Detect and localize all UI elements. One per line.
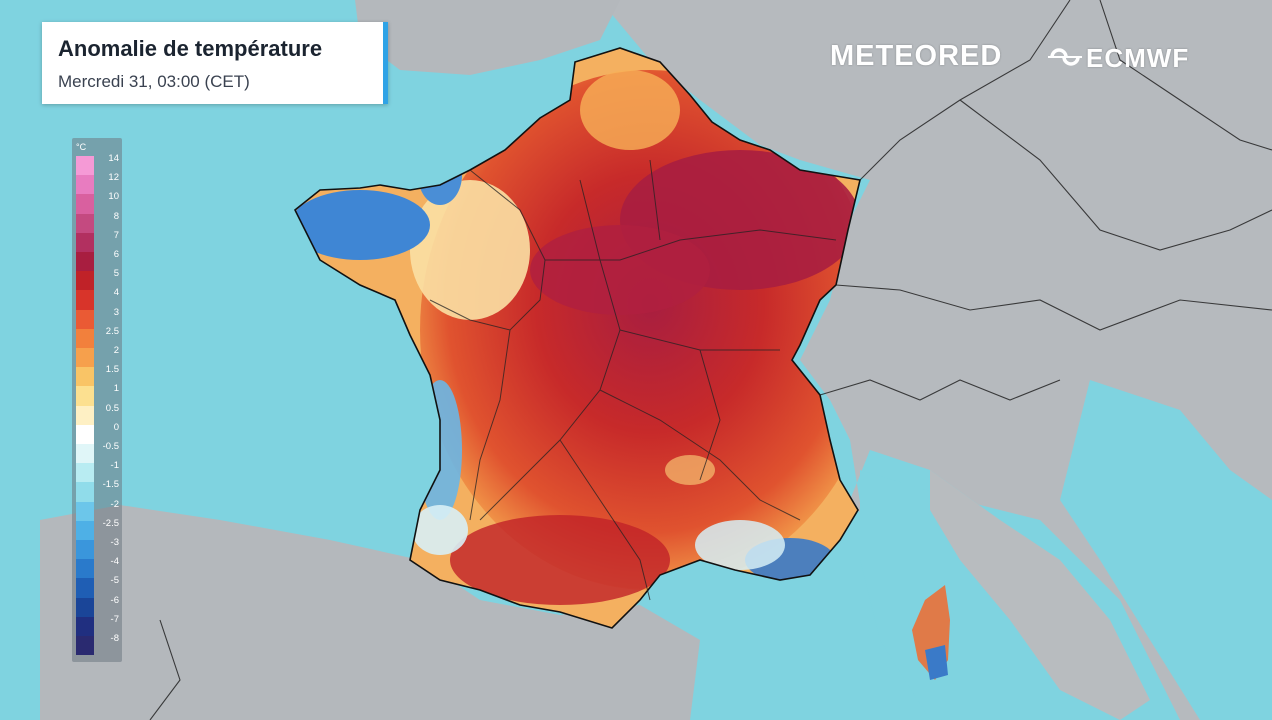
legend-tick-label: -0.5	[102, 441, 119, 452]
legend-tick-label: -3	[110, 537, 119, 548]
legend-tick-label: 4	[113, 287, 119, 299]
legend-tick-label: -1	[110, 460, 119, 472]
legend-tick-label: 1.5	[105, 364, 119, 376]
legend-tick-label: 12	[108, 172, 119, 184]
legend-unit: °C	[76, 142, 87, 152]
country-borders	[149, 0, 1272, 720]
title-card: Anomalie de température Mercredi 31, 03:…	[42, 22, 388, 104]
legend-tick-label: 0	[113, 421, 119, 433]
legend-swatch	[76, 520, 94, 540]
legend-swatch	[76, 540, 94, 560]
temperature-legend: °C 14 12 10 8 7 6 5 4 3 2.5 2 1.5 1 0.5 0 -0.5 -1 -1.5 -2 -…	[72, 138, 122, 662]
legend-swatch	[76, 156, 94, 176]
legend-tick-label: -2	[110, 498, 119, 510]
map-subtitle: Mercredi 31, 03:00 (CET)	[58, 72, 250, 91]
map-title: Anomalie de température	[58, 36, 323, 61]
legend-swatch	[76, 578, 94, 598]
legend-swatch	[76, 559, 94, 579]
legend-swatch	[76, 328, 94, 348]
legend-swatch	[76, 444, 94, 464]
legend-swatch	[76, 616, 94, 636]
legend-swatch	[76, 386, 94, 406]
legend-tick-label: 1	[113, 383, 119, 395]
italy-landmass	[930, 470, 1150, 720]
legend-tick-label: 3	[113, 306, 119, 318]
ecmwf-logo-text: ECMWF	[1086, 43, 1190, 73]
legend-swatch	[76, 463, 94, 483]
legend-tick-label: -2.5	[102, 517, 119, 529]
legend-tick-label: -4	[110, 556, 119, 568]
legend-tick-label: -8	[110, 633, 119, 644]
meteored-logo: METEORED	[830, 40, 1003, 72]
legend-swatch	[76, 290, 94, 310]
legend-swatch	[76, 597, 94, 617]
britain-landmass	[355, 0, 620, 75]
legend-swatch	[76, 405, 94, 425]
legend-swatch	[76, 636, 94, 656]
legend-swatch	[76, 367, 94, 387]
legend-swatch	[76, 271, 94, 291]
legend-swatch	[76, 501, 94, 521]
adriatic-sea	[1060, 380, 1272, 720]
legend-tick-label: -5	[110, 575, 119, 587]
legend-tick-label: -6	[110, 594, 119, 606]
legend-swatch	[76, 348, 94, 368]
legend-swatch	[76, 424, 94, 444]
legend-tick-label: 0.5	[105, 402, 119, 414]
legend-swatch	[76, 175, 94, 195]
legend-swatch	[76, 232, 94, 252]
ecmwf-icon	[1048, 48, 1082, 66]
legend-tick-label: 8	[113, 210, 119, 222]
legend-tick-label: 5	[113, 268, 119, 280]
legend-tick-label: -1.5	[102, 479, 119, 491]
legend-tick-label: 7	[113, 229, 119, 241]
france-border	[293, 47, 861, 629]
legend-tick-label: 6	[113, 249, 119, 260]
region-borders	[429, 159, 837, 601]
iberia-landmass	[40, 505, 700, 720]
legend-tick-label: 2.5	[105, 325, 119, 337]
legend-tick-label: 2	[113, 345, 119, 356]
legend-swatch	[76, 252, 94, 272]
land-background	[40, 0, 1272, 720]
legend-tick-label: 14	[108, 153, 119, 164]
legend-tick-label: 10	[108, 191, 119, 203]
legend-swatch	[76, 482, 94, 502]
legend-swatch	[76, 309, 94, 329]
legend-swatch	[76, 194, 94, 214]
legend-swatch	[76, 213, 94, 233]
legend-tick-label: -7	[110, 613, 119, 625]
